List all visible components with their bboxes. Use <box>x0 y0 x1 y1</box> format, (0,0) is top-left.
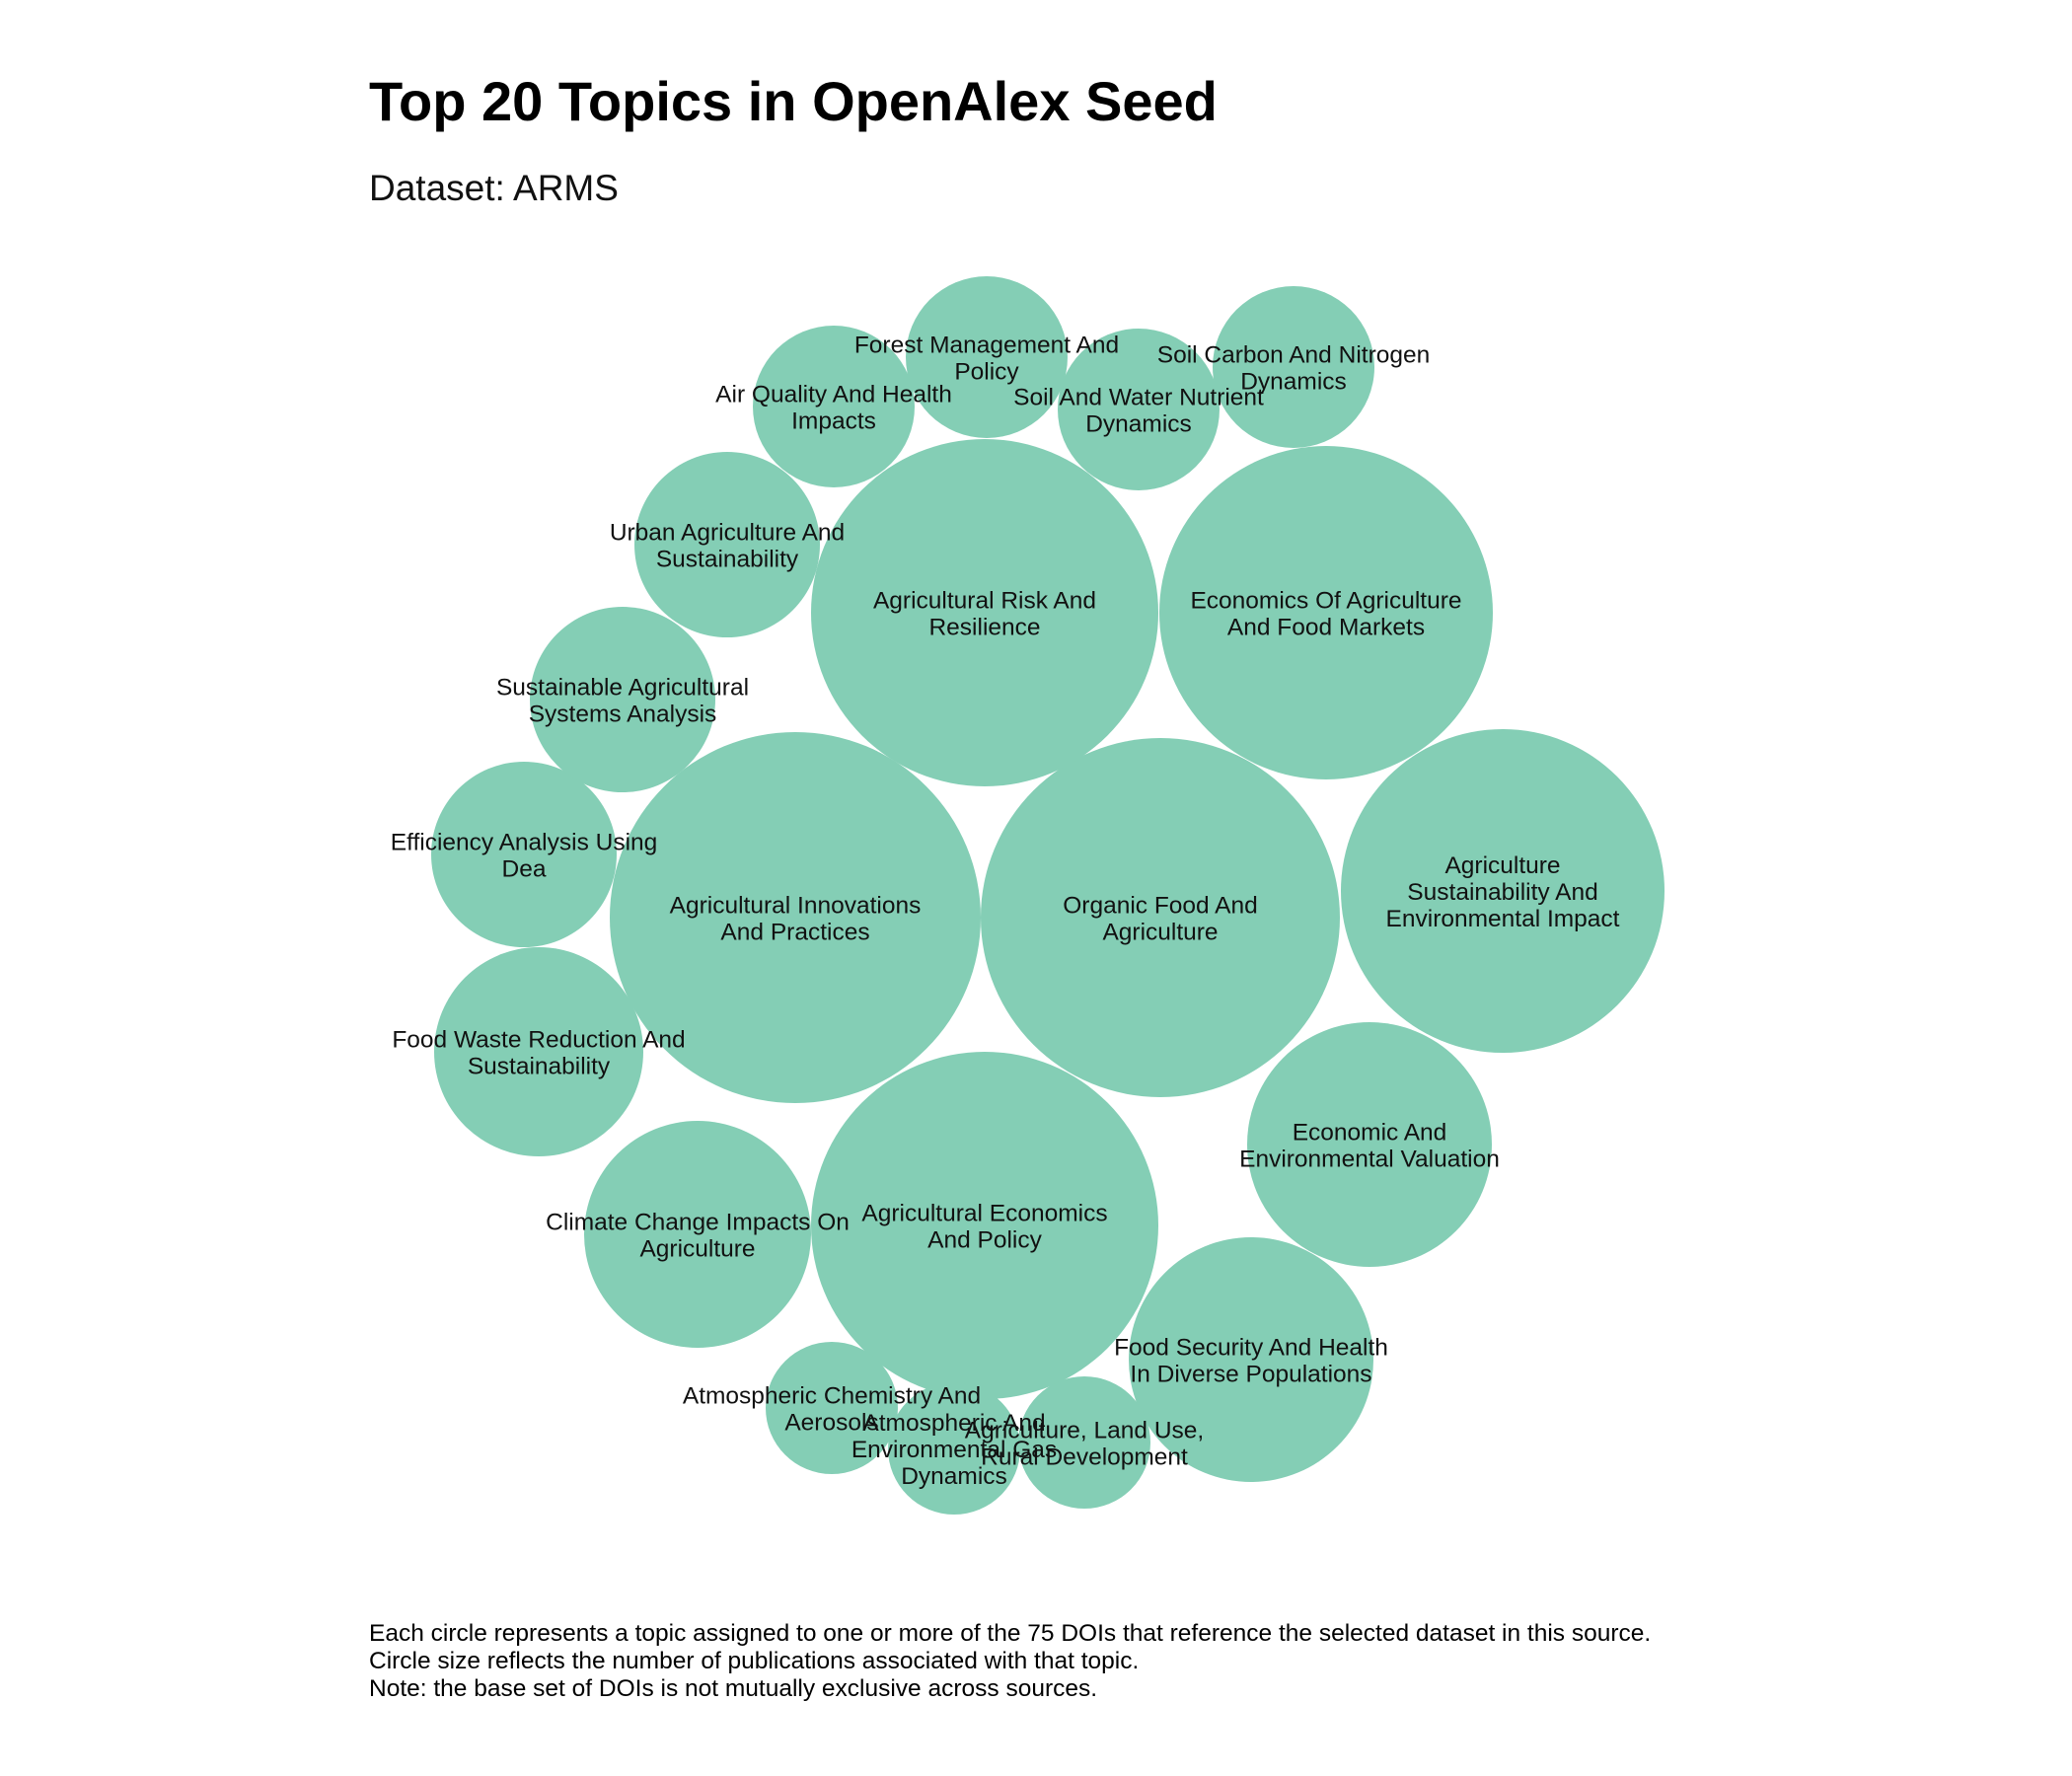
topic-circle <box>1018 1376 1150 1509</box>
topic-label: Aerosols <box>784 1410 878 1437</box>
topic-label: Agricultural Innovations <box>670 893 922 920</box>
topic-bubble <box>584 1121 811 1348</box>
topic-label: Environmental Gas <box>851 1437 1057 1463</box>
topic-circle <box>1058 329 1220 490</box>
topic-label: Agriculture <box>1444 852 1560 879</box>
topic-label: Dea <box>502 856 547 883</box>
topic-bubble <box>981 738 1340 1097</box>
topic-circle <box>1341 729 1665 1053</box>
topic-bubble <box>530 607 715 792</box>
topic-bubble <box>1058 329 1220 490</box>
topic-bubble <box>1129 1237 1373 1482</box>
topic-label: Agriculture <box>639 1236 755 1263</box>
topic-label: Economic And <box>1293 1120 1447 1147</box>
caption-line-3: Note: the base set of DOIs is not mutual… <box>369 1675 1098 1702</box>
topic-label: Food Security And Health <box>1114 1335 1388 1362</box>
topic-bubble <box>753 326 915 487</box>
topic-bubble <box>1159 446 1493 779</box>
topic-label: And Food Markets <box>1227 615 1425 641</box>
topic-label: Soil And Water Nutrient <box>1013 385 1264 411</box>
topic-circle <box>906 276 1068 438</box>
topic-circle <box>811 439 1158 786</box>
topic-label: And Policy <box>927 1227 1043 1254</box>
topic-label: Economics Of Agriculture <box>1190 588 1461 615</box>
topic-label: Environmental Valuation <box>1239 1147 1500 1173</box>
topic-circle <box>434 947 643 1156</box>
topic-label: Agricultural Economics <box>861 1201 1107 1227</box>
chart-caption: Each circle represents a topic assigned … <box>369 1620 1651 1703</box>
topic-circle <box>584 1121 811 1348</box>
topic-label: Atmospheric Chemistry And <box>683 1383 981 1410</box>
chart-subtitle: Dataset: ARMS <box>369 168 619 208</box>
topic-label: Sustainability <box>468 1054 611 1080</box>
topic-label: In Diverse Populations <box>1130 1362 1371 1388</box>
caption-line-1: Each circle represents a topic assigned … <box>369 1620 1652 1647</box>
topic-label: Impacts <box>791 408 876 435</box>
topic-label: Dynamics <box>1240 369 1347 396</box>
topic-circle <box>1213 286 1374 448</box>
topic-bubble <box>888 1382 1020 1515</box>
topic-circle <box>1159 446 1493 779</box>
topic-label: Agricultural Risk And <box>873 588 1096 615</box>
topic-label: Efficiency Analysis Using <box>391 830 658 856</box>
topic-label: Organic Food And <box>1063 893 1257 920</box>
topic-label: Soil Carbon And Nitrogen <box>1157 342 1430 369</box>
topic-bubble <box>434 947 643 1156</box>
topic-label: Sustainability And <box>1407 879 1597 906</box>
topic-bubble <box>1341 729 1665 1053</box>
topic-label: Agriculture <box>1102 920 1218 946</box>
topic-bubble <box>811 439 1158 786</box>
topic-circle <box>811 1052 1158 1399</box>
topic-circle <box>610 732 981 1103</box>
topic-bubble <box>610 732 981 1103</box>
topic-bubble <box>431 762 617 947</box>
topic-circle <box>981 738 1340 1097</box>
topic-circle <box>753 326 915 487</box>
topic-bubble <box>1247 1022 1492 1267</box>
topic-label: Resilience <box>928 615 1040 641</box>
topic-bubble <box>1018 1376 1150 1509</box>
topic-label: Agriculture, Land Use, <box>965 1418 1204 1444</box>
topic-circle <box>530 607 715 792</box>
chart-title: Top 20 Topics in OpenAlex Seed <box>369 70 1218 132</box>
topic-bubble <box>634 452 820 637</box>
topic-label: Policy <box>954 359 1019 386</box>
topic-label: Food Waste Reduction And <box>392 1027 685 1054</box>
topic-label: Sustainable Agricultural <box>496 675 749 702</box>
topic-label: Systems Analysis <box>529 702 717 728</box>
topic-circle <box>766 1342 898 1474</box>
topic-circle <box>888 1382 1020 1515</box>
topic-label: Environmental Impact <box>1386 906 1620 932</box>
topic-label: Urban Agriculture And <box>610 520 845 547</box>
caption-line-2: Circle size reflects the number of publi… <box>369 1648 1140 1674</box>
topic-label: Climate Change Impacts On <box>546 1210 850 1236</box>
topic-bubble <box>766 1342 898 1474</box>
topic-circle <box>1247 1022 1492 1267</box>
topic-label: Dynamics <box>901 1463 1007 1490</box>
topic-circle <box>1129 1237 1373 1482</box>
topic-circle <box>431 762 617 947</box>
topic-label: Forest Management And <box>854 333 1119 359</box>
topic-label: Air Quality And Health <box>715 382 952 408</box>
topic-label: Sustainability <box>656 547 799 573</box>
topic-label: Atmospheric And <box>862 1410 1045 1437</box>
topic-label: Rural Development <box>981 1444 1188 1471</box>
topic-bubble <box>1213 286 1374 448</box>
topic-label: Dynamics <box>1085 411 1192 438</box>
topic-bubble <box>811 1052 1158 1399</box>
topic-label: And Practices <box>720 920 869 946</box>
topic-bubble <box>906 276 1068 438</box>
topic-circle <box>634 452 820 637</box>
